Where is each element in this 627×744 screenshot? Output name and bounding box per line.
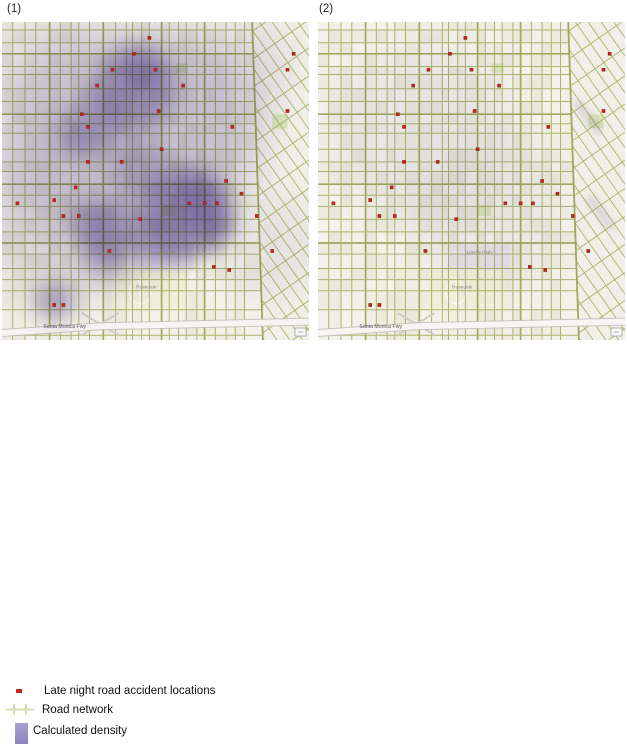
svg-text:Cemetery: Cemetery (452, 22, 473, 24)
svg-text:Santa Monica Fwy: Santa Monica Fwy (43, 324, 86, 330)
map-svg-2: Loyola HighSchool Of LosAngelesRosedaleC… (318, 22, 625, 340)
svg-text:Rosedale: Rosedale (452, 285, 473, 291)
svg-text:Loyola High: Loyola High (151, 250, 177, 256)
legend-label-density: Calculated density (33, 725, 127, 737)
map-panel-2-network-density: Loyola HighSchool Of LosAngelesRosedaleC… (318, 22, 625, 340)
road-network-marker (5, 703, 35, 721)
panel-2-label: (2) (319, 3, 333, 15)
svg-text:Angeles: Angeles (155, 22, 173, 24)
legend-label-accidents: Late night road accident locations (44, 685, 215, 697)
legend: Late night road accident locations Road … (0, 340, 320, 410)
svg-text:Cemetery: Cemetery (136, 22, 157, 24)
road-line-glyph (5, 703, 35, 716)
panel-1-label: (1) (7, 3, 21, 15)
map-svg-1: Loyola HighSchool Of LosAngelesRosedaleC… (2, 22, 309, 340)
map-attribution-icon (295, 328, 306, 336)
legend-label-road-network: Road network (42, 704, 113, 716)
map-attribution-icon (611, 328, 622, 336)
map-panel-1-kernel-density: Loyola HighSchool Of LosAngelesRosedaleC… (2, 22, 309, 340)
density-swatch-marker (15, 723, 28, 744)
accident-point-marker (16, 689, 22, 693)
svg-text:Santa Monica Fwy: Santa Monica Fwy (359, 324, 402, 330)
svg-text:Angeles: Angeles (471, 22, 489, 24)
svg-text:Rosedale: Rosedale (136, 285, 157, 291)
svg-text:Loyola High: Loyola High (467, 250, 493, 256)
